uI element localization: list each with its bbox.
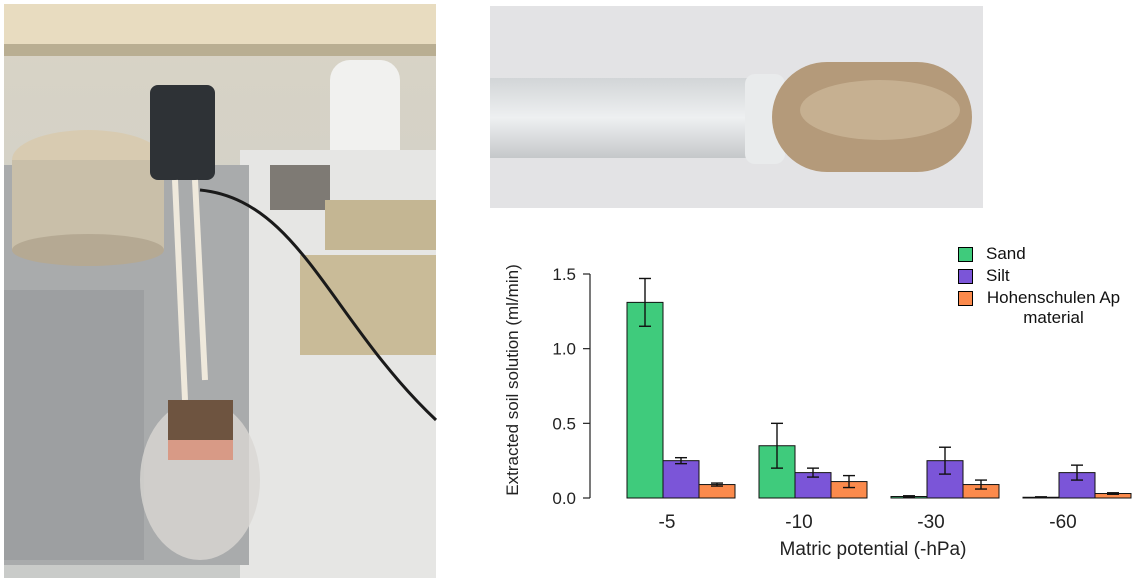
error-bar (1107, 492, 1119, 495)
legend-label: Sand (986, 244, 1026, 263)
error-bar (939, 446, 951, 475)
legend-label: Silt (986, 266, 1010, 285)
suction-cup-photo (490, 6, 983, 208)
y-axis-label: Extracted soil solution (ml/min) (503, 264, 522, 495)
x-axis-label: Matric potential (-hPa) (780, 539, 967, 560)
error-bar (975, 479, 987, 490)
error-bar (807, 467, 819, 478)
x-tick-label: -5 (659, 512, 676, 533)
error-bar (903, 495, 915, 498)
x-tick-label: -60 (1049, 512, 1076, 533)
legend-swatch (958, 247, 973, 262)
legend-swatch (958, 291, 973, 306)
error-bar (1035, 496, 1047, 499)
legend-swatch (958, 269, 973, 284)
error-bar (843, 474, 855, 489)
bar (662, 460, 700, 499)
error-bar (771, 422, 783, 469)
error-bar (711, 482, 723, 487)
legend-item: Silt (958, 266, 1121, 286)
bar (626, 301, 664, 499)
y-tick-label: 1.5 (552, 265, 576, 284)
legend-item: Hohenschulen Ap material (958, 288, 1121, 328)
legend-item: Sand (958, 244, 1121, 264)
lab-photo (4, 4, 438, 578)
error-bar (639, 277, 651, 327)
error-bar (675, 456, 687, 465)
y-tick-label: 0.0 (552, 489, 576, 508)
y-tick-label: 0.5 (552, 414, 576, 433)
x-tick-label: -30 (917, 512, 944, 533)
error-bar (1071, 464, 1083, 481)
legend-label: Hohenschulen Ap material (986, 288, 1121, 327)
y-tick-label: 1.0 (552, 340, 576, 359)
x-tick-label: -10 (785, 512, 812, 533)
legend: Sand Silt Hohenschulen Ap material (958, 244, 1121, 330)
